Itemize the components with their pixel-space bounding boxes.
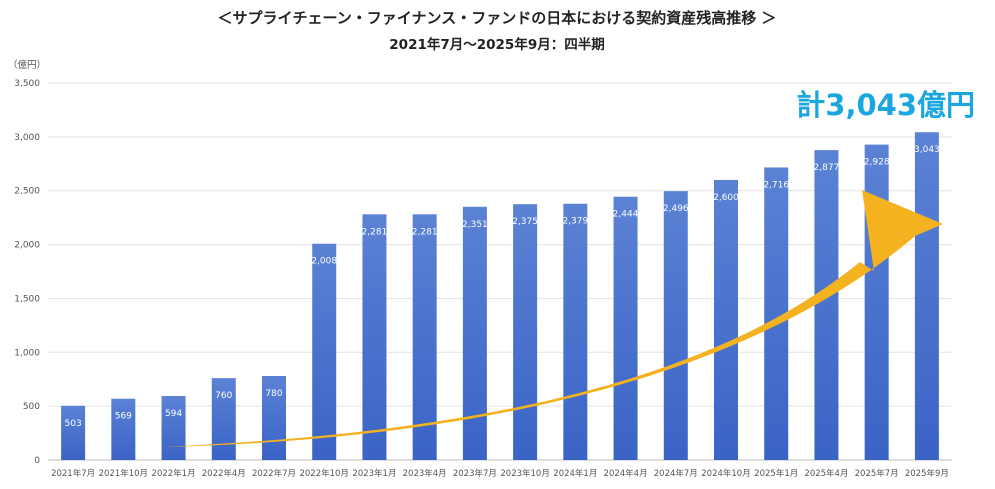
y-tick-label: 3,000 (14, 133, 40, 143)
bar (563, 203, 588, 460)
bar (462, 206, 487, 460)
x-axis: 2021年7月 2021年10月 2022年1月 2022年4月 2022年7月 2022… (51, 468, 949, 479)
trend-arrow-shape (165, 190, 943, 447)
x-tick-label: 2024年10月 (701, 468, 750, 479)
data-labels: 503 569 594 760 780 2,008 2,281 2,281 2,351 2,375… (65, 145, 940, 429)
chart-title: ＜サプライチェーン・ファイナンス・ファンドの日本における契約資産残高推移 ＞ (218, 9, 777, 27)
bar (61, 405, 86, 460)
y-tick-label: 1,000 (14, 348, 40, 358)
x-tick-label: 2023年1月 (352, 468, 396, 479)
bar (262, 375, 286, 460)
y-tick-label: 0 (34, 456, 40, 466)
bar (211, 378, 236, 460)
x-tick-label: 2025年7月 (855, 468, 899, 479)
x-tick-label: 2022年10月 (299, 468, 348, 479)
bar (312, 243, 337, 460)
chart-subtitle: 2021年7月～2025年9月：四半期 (389, 36, 604, 53)
bar-value-label: 2,281 (362, 227, 388, 237)
bar-value-label: 2,379 (562, 217, 588, 227)
bar-value-label: 2,444 (613, 210, 639, 220)
bar (111, 398, 136, 460)
bar (362, 214, 387, 460)
x-tick-label: 2023年7月 (453, 468, 497, 479)
x-tick-label: 2021年7月 (51, 468, 95, 479)
bar (914, 132, 939, 460)
bar-value-label: 2,496 (663, 204, 689, 214)
bar-value-label: 2,351 (462, 220, 488, 230)
y-axis-unit-label: （億円） (8, 59, 46, 71)
y-tick-label: 2,500 (14, 187, 40, 197)
total-callout: 計3,043億円 (796, 88, 975, 122)
bar-value-label: 594 (165, 409, 182, 419)
bar-value-label: 2,600 (713, 193, 739, 203)
x-tick-label: 2024年1月 (553, 468, 597, 479)
x-tick-label: 2024年4月 (604, 468, 648, 479)
y-tick-label: 500 (23, 402, 40, 412)
bar (714, 179, 738, 460)
bar-value-label: 2,716 (763, 180, 789, 190)
bar-value-label: 503 (65, 419, 82, 429)
bar (412, 214, 437, 460)
x-tick-label: 2025年9月 (905, 468, 949, 479)
y-axis: 0 500 1,000 1,500 2,000 2,500 3,000 3,500 (14, 79, 40, 466)
bar-value-label: 2,008 (311, 257, 337, 267)
x-tick-label: 2022年1月 (152, 468, 196, 479)
y-tick-label: 2,000 (14, 241, 40, 251)
x-tick-label: 2021年10月 (99, 468, 148, 479)
bar-value-label: 2,928 (864, 158, 890, 168)
bar (864, 144, 889, 461)
bar-value-label: 3,043 (914, 145, 940, 155)
x-tick-label: 2022年4月 (202, 468, 246, 479)
x-tick-label: 2025年4月 (804, 468, 848, 479)
bar-value-label: 569 (115, 412, 132, 422)
bar-value-label: 760 (215, 391, 232, 401)
y-tick-label: 3,500 (14, 79, 40, 89)
bar (513, 204, 538, 460)
bar-value-label: 780 (265, 389, 282, 399)
bar-value-label: 2,877 (814, 163, 840, 173)
x-tick-label: 2024年7月 (654, 468, 698, 479)
bar-series (61, 132, 939, 461)
bar (161, 396, 186, 460)
x-tick-label: 2025年1月 (754, 468, 798, 479)
trend-arrow (165, 190, 943, 447)
bar (814, 150, 839, 460)
bar-value-label: 2,375 (512, 217, 538, 227)
y-tick-label: 1,500 (14, 294, 40, 304)
bar (613, 196, 638, 461)
grid-lines (48, 82, 952, 461)
x-tick-label: 2023年10月 (500, 468, 549, 479)
bar-value-label: 2,281 (412, 227, 438, 237)
bar (663, 191, 688, 460)
x-tick-label: 2023年4月 (403, 468, 447, 479)
x-tick-label: 2022年7月 (252, 468, 296, 479)
